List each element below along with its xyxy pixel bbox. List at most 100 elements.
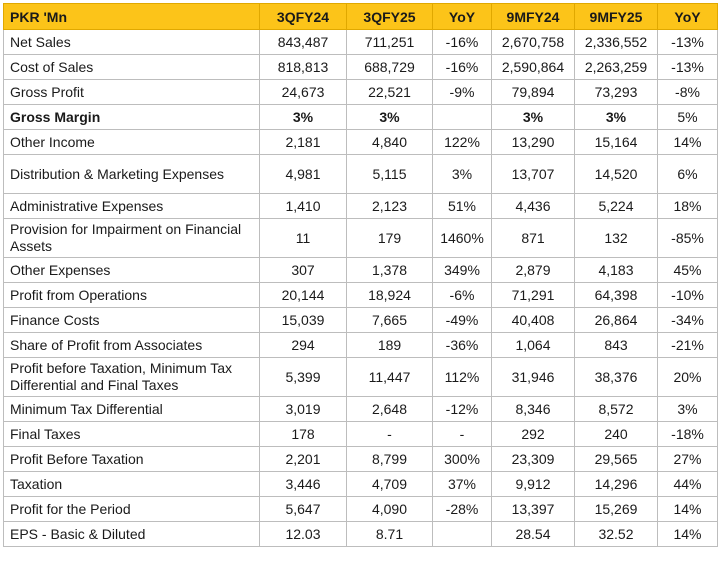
cell-value: 8,346 xyxy=(491,396,575,422)
row-label: Profit from Operations xyxy=(3,282,260,308)
cell-value: 4,183 xyxy=(574,257,658,283)
cell-value: 3% xyxy=(657,396,718,422)
table-row: Other Income 2,181 4,840 122% 13,290 15,… xyxy=(3,129,718,155)
cell-value: 11,447 xyxy=(346,357,433,397)
cell-value: 37% xyxy=(432,471,492,497)
cell-value: 8,799 xyxy=(346,446,433,472)
row-label: Gross Margin xyxy=(3,104,260,130)
row-label: Other Income xyxy=(3,129,260,155)
cell-value: 688,729 xyxy=(346,54,433,80)
cell-value: 3,019 xyxy=(259,396,347,422)
row-label: EPS - Basic & Diluted xyxy=(3,521,260,547)
cell-value: 14% xyxy=(657,496,718,522)
cell-value: 79,894 xyxy=(491,79,575,105)
cell-value: 3% xyxy=(346,104,433,130)
row-label: Gross Profit xyxy=(3,79,260,105)
cell-value: 292 xyxy=(491,421,575,447)
cell-value: 22,521 xyxy=(346,79,433,105)
row-label: Distribution & Marketing Expenses xyxy=(3,154,260,194)
cell-value: 1,378 xyxy=(346,257,433,283)
cell-value: 14,520 xyxy=(574,154,658,194)
table-row: Profit before Taxation, Minimum Tax Diff… xyxy=(3,357,718,397)
cell-value xyxy=(432,521,492,547)
cell-value: 15,164 xyxy=(574,129,658,155)
cell-value: -13% xyxy=(657,29,718,55)
cell-value: 32.52 xyxy=(574,521,658,547)
cell-value: 4,709 xyxy=(346,471,433,497)
cell-value: -6% xyxy=(432,282,492,308)
header-cell-yoy-quarter: YoY xyxy=(432,3,492,30)
cell-value: 843,487 xyxy=(259,29,347,55)
table-row: Provision for Impairment on Financial As… xyxy=(3,218,718,258)
header-cell-yoy-9m: YoY xyxy=(657,3,718,30)
cell-value xyxy=(432,104,492,130)
cell-value: 18% xyxy=(657,193,718,219)
row-label: Provision for Impairment on Financial As… xyxy=(3,218,260,258)
table-row: Distribution & Marketing Expenses 4,981 … xyxy=(3,154,718,194)
cell-value: -16% xyxy=(432,54,492,80)
header-cell-9mfy25: 9MFY25 xyxy=(574,3,658,30)
cell-value: -85% xyxy=(657,218,718,258)
cell-value: 14% xyxy=(657,521,718,547)
cell-value: 2,670,758 xyxy=(491,29,575,55)
cell-value: 4,436 xyxy=(491,193,575,219)
table-row: Gross Profit 24,673 22,521 -9% 79,894 73… xyxy=(3,79,718,105)
cell-value: 23,309 xyxy=(491,446,575,472)
row-label: Profit Before Taxation xyxy=(3,446,260,472)
cell-value: 4,840 xyxy=(346,129,433,155)
cell-value: 64,398 xyxy=(574,282,658,308)
cell-value: 2,648 xyxy=(346,396,433,422)
table-row: EPS - Basic & Diluted 12.03 8.71 28.54 3… xyxy=(3,521,718,547)
row-label: Share of Profit from Associates xyxy=(3,332,260,358)
cell-value: 349% xyxy=(432,257,492,283)
cell-value: 3% xyxy=(574,104,658,130)
cell-value: 29,565 xyxy=(574,446,658,472)
table-row: Administrative Expenses 1,410 2,123 51% … xyxy=(3,193,718,219)
cell-value: 15,039 xyxy=(259,307,347,333)
cell-value: 18,924 xyxy=(346,282,433,308)
cell-value: 14,296 xyxy=(574,471,658,497)
header-cell-3qfy24: 3QFY24 xyxy=(259,3,347,30)
cell-value: 5,115 xyxy=(346,154,433,194)
row-label: Cost of Sales xyxy=(3,54,260,80)
cell-value: 14% xyxy=(657,129,718,155)
cell-value: 2,181 xyxy=(259,129,347,155)
cell-value: 38,376 xyxy=(574,357,658,397)
header-row: PKR 'Mn 3QFY24 3QFY25 YoY 9MFY24 9MFY25 … xyxy=(3,3,718,30)
cell-value: 6% xyxy=(657,154,718,194)
cell-value: 28.54 xyxy=(491,521,575,547)
cell-value: 24,673 xyxy=(259,79,347,105)
cell-value: 2,336,552 xyxy=(574,29,658,55)
cell-value: 13,707 xyxy=(491,154,575,194)
table-row: Other Expenses 307 1,378 349% 2,879 4,18… xyxy=(3,257,718,283)
cell-value: 843 xyxy=(574,332,658,358)
header-cell-3qfy25: 3QFY25 xyxy=(346,3,433,30)
table-row: Net Sales 843,487 711,251 -16% 2,670,758… xyxy=(3,29,718,55)
cell-value: 45% xyxy=(657,257,718,283)
cell-value: 132 xyxy=(574,218,658,258)
cell-value: 1,064 xyxy=(491,332,575,358)
cell-value: 13,290 xyxy=(491,129,575,155)
row-label: Net Sales xyxy=(3,29,260,55)
cell-value: 300% xyxy=(432,446,492,472)
cell-value: 307 xyxy=(259,257,347,283)
cell-value: 112% xyxy=(432,357,492,397)
cell-value: 2,590,864 xyxy=(491,54,575,80)
row-label: Final Taxes xyxy=(3,421,260,447)
cell-value: -18% xyxy=(657,421,718,447)
cell-value: 9,912 xyxy=(491,471,575,497)
cell-value: 871 xyxy=(491,218,575,258)
table-row-gross-margin: Gross Margin 3% 3% 3% 3% 5% xyxy=(3,104,718,130)
table-row: Profit Before Taxation 2,201 8,799 300% … xyxy=(3,446,718,472)
cell-value: 122% xyxy=(432,129,492,155)
table-row: Cost of Sales 818,813 688,729 -16% 2,590… xyxy=(3,54,718,80)
table-row: Profit from Operations 20,144 18,924 -6%… xyxy=(3,282,718,308)
cell-value: 31,946 xyxy=(491,357,575,397)
cell-value: -34% xyxy=(657,307,718,333)
cell-value: -10% xyxy=(657,282,718,308)
cell-value: 3,446 xyxy=(259,471,347,497)
cell-value: 20,144 xyxy=(259,282,347,308)
row-label: Profit before Taxation, Minimum Tax Diff… xyxy=(3,357,260,397)
row-label: Taxation xyxy=(3,471,260,497)
cell-value: 178 xyxy=(259,421,347,447)
